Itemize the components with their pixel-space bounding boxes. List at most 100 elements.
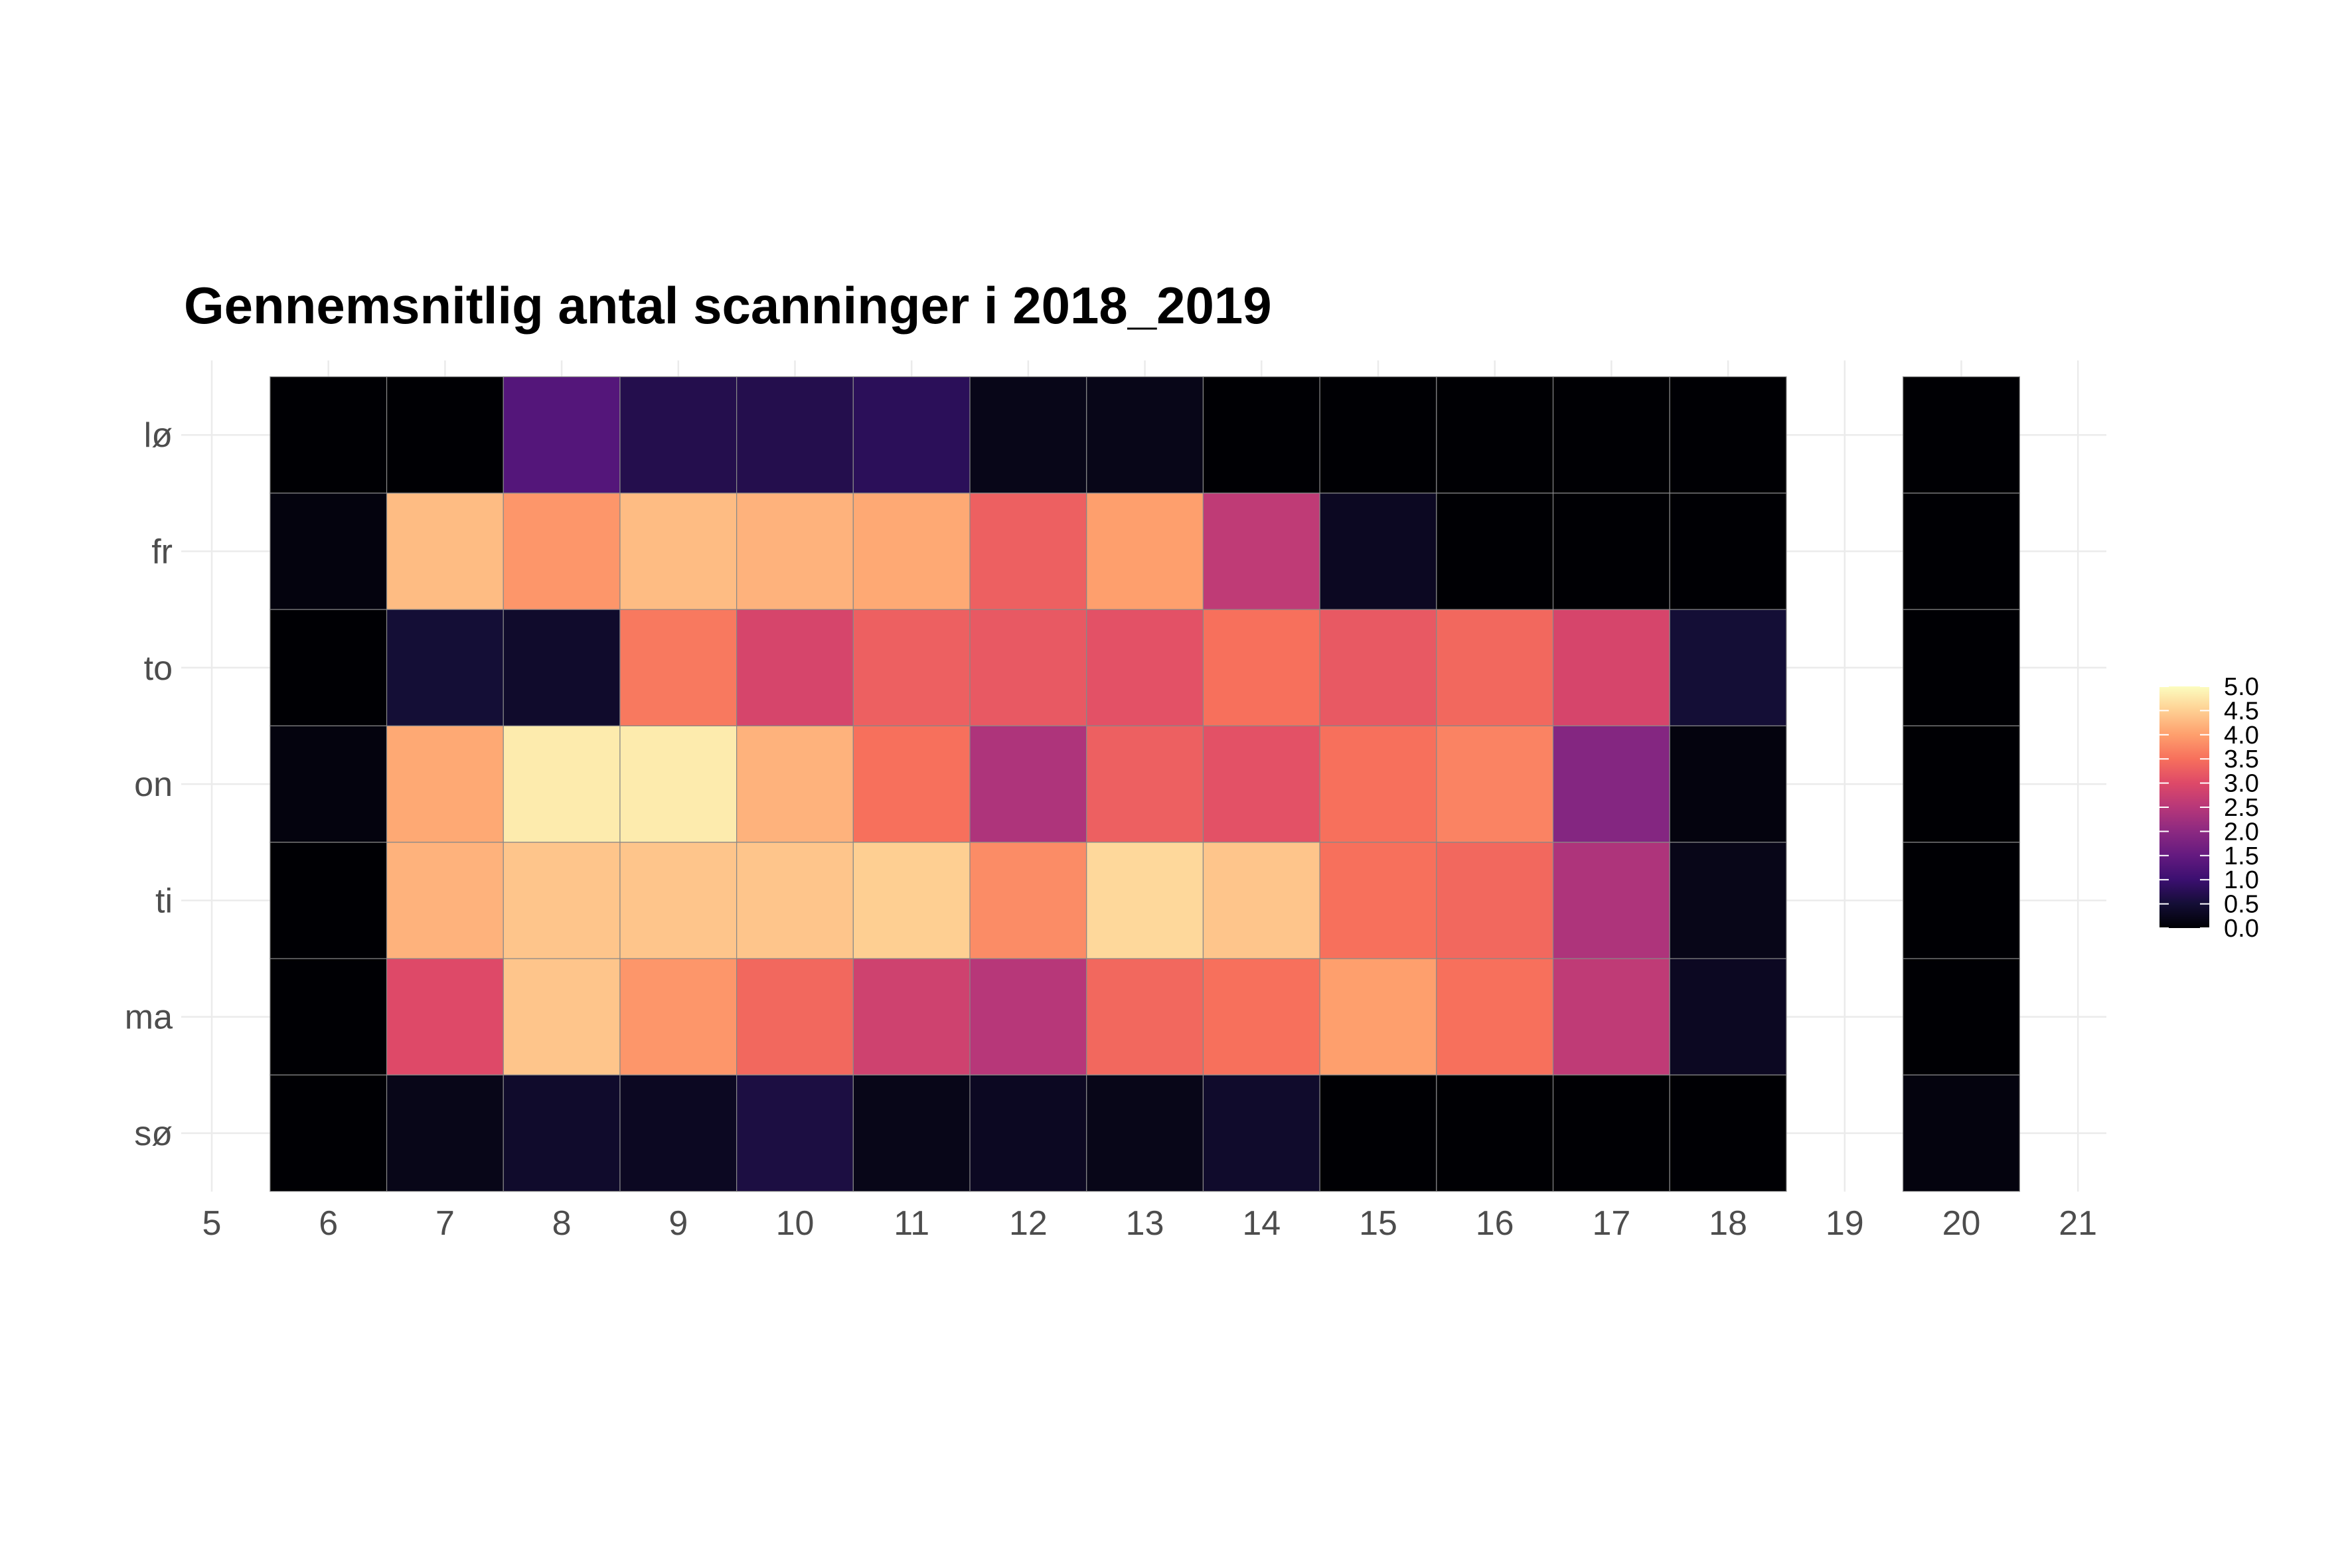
x-tick-label: 21: [2059, 1204, 2097, 1243]
legend-label: 1.5: [2224, 842, 2259, 870]
legend-label: 1.0: [2224, 866, 2259, 894]
heatmap-cell: [736, 725, 854, 843]
heatmap-cell: [736, 842, 854, 959]
heatmap-cell: [1319, 376, 1437, 494]
heatmap-cell: [1202, 1074, 1320, 1192]
color-legend: 5.04.54.03.53.02.52.01.51.00.50.0: [2159, 673, 2259, 943]
x-tick-label: 14: [1242, 1204, 1281, 1243]
heatmap-cell: [619, 1074, 738, 1192]
heatmap-cell: [1319, 842, 1437, 959]
heatmap-cell: [1903, 376, 2020, 494]
legend-label: 2.0: [2224, 818, 2259, 846]
heatmap-cell: [969, 376, 1087, 494]
heatmap-cell: [619, 725, 738, 843]
y-axis: sø ma ti on to fr lø: [125, 416, 173, 1153]
x-tick-label: 5: [202, 1204, 222, 1243]
heatmap-cell: [852, 493, 971, 610]
heatmap-cell: [969, 725, 1087, 843]
heatmap-cell: [386, 609, 504, 727]
heatmap-cell: [1202, 842, 1320, 959]
heatmap-cell: [386, 725, 504, 843]
heatmap-cell: [1552, 1074, 1670, 1192]
y-tick-label: sø: [134, 1115, 173, 1153]
heatmap-cell: [1552, 842, 1670, 959]
heatmap-cell: [1669, 493, 1787, 610]
y-tick-label: fr: [151, 533, 173, 572]
heatmap-cell: [969, 842, 1087, 959]
heatmap-cell: [503, 493, 621, 610]
heatmap-cell: [1202, 376, 1320, 494]
heatmap-cell: [1202, 725, 1320, 843]
heatmap-cell: [1903, 1074, 2020, 1192]
heatmap-cell: [270, 842, 388, 959]
heatmap-cell: [386, 376, 504, 494]
heatmap-cell: [1669, 609, 1787, 727]
heatmap-cell: [386, 493, 504, 610]
heatmap-cell: [386, 1074, 504, 1192]
x-tick-label: 6: [319, 1204, 338, 1243]
heatmap-cell: [503, 376, 621, 494]
x-tick-label: 9: [668, 1204, 688, 1243]
heatmap-cell: [619, 376, 738, 494]
y-tick-label: ti: [155, 882, 173, 920]
heatmap-cell: [852, 376, 971, 494]
heatmap-cell: [1202, 493, 1320, 610]
x-tick-label: 12: [1009, 1204, 1048, 1243]
heatmap-cell: [503, 1074, 621, 1192]
heatmap-cell: [1552, 609, 1670, 727]
y-tick-label: on: [134, 765, 173, 804]
x-axis: 5 6 7 8 9 10 11 12 13 14 15 16 17 18 19 20 21: [202, 1204, 2098, 1243]
heatmap-cell: [1903, 609, 2020, 727]
heatmap-cell: [1086, 376, 1204, 494]
x-tick-label: 10: [776, 1204, 815, 1243]
heatmap-cell: [1086, 842, 1204, 959]
heatmap-cell: [969, 1074, 1087, 1192]
heatmap-cell: [852, 609, 971, 727]
x-tick-label: 15: [1359, 1204, 1397, 1243]
heatmap-cell: [1319, 958, 1437, 1075]
heatmap-cell: [1903, 725, 2020, 843]
legend-label: 4.0: [2224, 722, 2259, 749]
x-tick-label: 19: [1826, 1204, 1864, 1243]
legend-ticks: 5.04.54.03.53.02.52.01.51.00.50.0: [2159, 673, 2259, 943]
heatmap-cell: [1319, 1074, 1437, 1192]
heatmap-cell: [969, 958, 1087, 1075]
x-tick-label: 13: [1126, 1204, 1164, 1243]
heatmap-cell: [619, 609, 738, 727]
x-tick-label: 11: [894, 1204, 929, 1243]
legend-label: 4.5: [2224, 697, 2259, 725]
x-tick-label: 8: [552, 1204, 572, 1243]
heatmap-cell: [1552, 376, 1670, 494]
heatmap-cell: [270, 376, 388, 494]
heatmap-cell: [969, 609, 1087, 727]
heatmap-cell: [1903, 493, 2020, 610]
heatmap-cell: [386, 958, 504, 1075]
legend-label: 0.5: [2224, 891, 2259, 919]
heatmap-cell: [736, 958, 854, 1075]
heatmap-cell: [503, 725, 621, 843]
heatmap-cell: [1319, 493, 1437, 610]
legend-label: 5.0: [2224, 673, 2259, 701]
heatmap-cell: [1436, 958, 1554, 1075]
heatmap-cell: [1903, 958, 2020, 1075]
heatmap-cell: [1436, 493, 1554, 610]
heatmap-cell: [1319, 725, 1437, 843]
heatmap-cell: [852, 958, 971, 1075]
heatmap-cell: [1552, 493, 1670, 610]
heatmap-cell: [1086, 493, 1204, 610]
heatmap-cell: [852, 1074, 971, 1192]
heatmap-cell: [1086, 725, 1204, 843]
heatmap-cell: [1436, 609, 1554, 727]
heatmap-cell: [1669, 376, 1787, 494]
heatmap-cell: [1086, 958, 1204, 1075]
legend-label: 0.0: [2224, 915, 2259, 943]
heatmap-cell: [1086, 1074, 1204, 1192]
y-tick-label: lø: [144, 416, 173, 455]
y-tick-label: ma: [125, 998, 173, 1037]
heatmap-cell: [619, 493, 738, 610]
heatmap-cell: [1086, 609, 1204, 727]
heatmap-cell: [1436, 376, 1554, 494]
heatmap-cell: [270, 493, 388, 610]
heatmap-cell: [736, 1074, 854, 1192]
